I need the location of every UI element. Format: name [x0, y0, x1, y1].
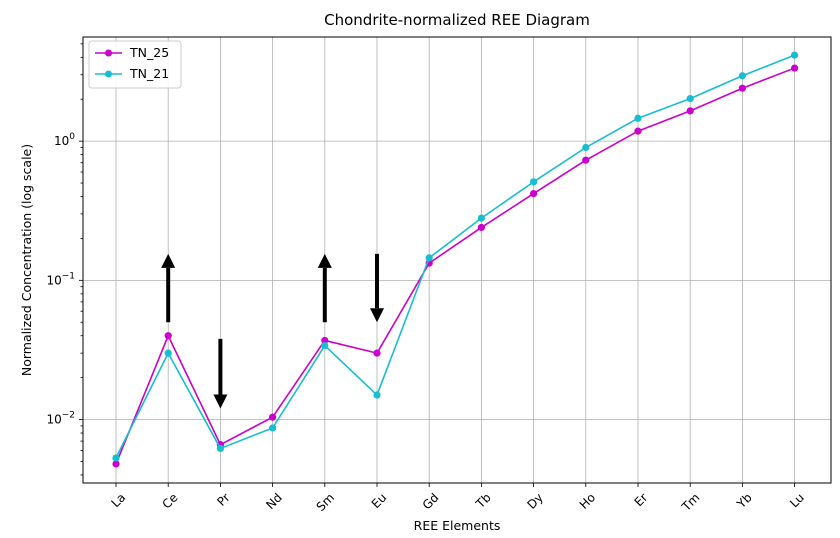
legend: TN_25 TN_21: [88, 40, 182, 89]
x-tick-label-ho: Ho: [577, 490, 598, 511]
annotation-layer: [161, 253, 384, 409]
data-point-tn21: [269, 424, 277, 432]
grid: [83, 37, 831, 483]
legend-swatch-tn25-marker: [105, 49, 112, 57]
x-tick-label-la: La: [109, 490, 129, 510]
legend-label-tn25: TN_25: [129, 45, 169, 60]
series-layer: [112, 51, 799, 468]
data-point-tn25: [269, 413, 277, 421]
arrow-up-icon: [161, 253, 176, 268]
data-point-tn25: [738, 84, 747, 92]
data-point-tn21: [321, 341, 329, 350]
data-point-tn21: [164, 349, 172, 357]
data-point-tn25: [582, 156, 590, 164]
data-point-tn21: [530, 178, 538, 186]
y-tick-label: 100: [54, 132, 75, 148]
data-point-tn21: [425, 254, 433, 262]
series-line-tn21: [115, 54, 795, 459]
x-tick-label-eu: Eu: [369, 490, 390, 511]
axis-ticks: 10−2 10−1 100 La Ce Pr Nd Sm Eu Gd Tb Dy Ho Er Tm Yb Lu: [46, 43, 807, 515]
x-tick-label-yb: Yb: [734, 490, 755, 511]
x-tick-label-pr: Pr: [214, 490, 232, 508]
data-point-tn25: [373, 349, 381, 357]
data-point-tn25: [112, 460, 120, 468]
y-axis-label: Normalized Concentration (log scale): [19, 144, 34, 376]
legend-swatch-tn21-marker: [105, 70, 112, 78]
x-tick-label-nd: Nd: [263, 490, 285, 512]
data-point-tn21: [112, 454, 120, 462]
data-point-tn21: [582, 143, 590, 152]
x-tick-label-ce: Ce: [159, 490, 180, 511]
data-point-tn25: [634, 127, 642, 135]
x-tick-label-tb: Tb: [473, 490, 494, 511]
y-tick-label: 10−1: [46, 271, 75, 287]
data-point-tn21: [791, 51, 799, 59]
data-point-tn25: [530, 189, 538, 198]
data-point-tn25: [686, 107, 694, 115]
data-point-tn25: [477, 223, 485, 232]
x-tick-label-er: Er: [632, 490, 651, 509]
data-point-tn21: [216, 444, 224, 453]
arrow-down-icon: [370, 308, 384, 323]
x-tick-label-tm: Tm: [678, 490, 702, 514]
legend-label-tn21: TN_21: [129, 66, 169, 81]
data-point-tn21: [634, 114, 642, 122]
series-line-tn25: [115, 67, 795, 465]
data-point-tn25: [321, 336, 329, 345]
data-point-tn25: [164, 332, 172, 340]
arrow-up-icon: [317, 253, 332, 268]
data-point-tn21: [477, 214, 485, 222]
arrow-down-icon: [213, 394, 228, 409]
x-tick-label-sm: Sm: [314, 490, 338, 514]
chart-title: Chondrite-normalized REE Diagram: [324, 11, 590, 29]
x-tick-label-gd: Gd: [420, 490, 442, 512]
x-axis-label: REE Elements: [414, 518, 501, 533]
y-tick-label: 10−2: [46, 411, 75, 427]
x-tick-label-lu: Lu: [787, 490, 807, 510]
data-point-tn21: [738, 72, 747, 80]
plot-frame: [82, 36, 832, 484]
x-tick-label-dy: Dy: [524, 490, 545, 511]
data-point-tn25: [791, 64, 799, 72]
data-point-tn21: [686, 95, 694, 103]
data-point-tn21: [373, 391, 381, 399]
